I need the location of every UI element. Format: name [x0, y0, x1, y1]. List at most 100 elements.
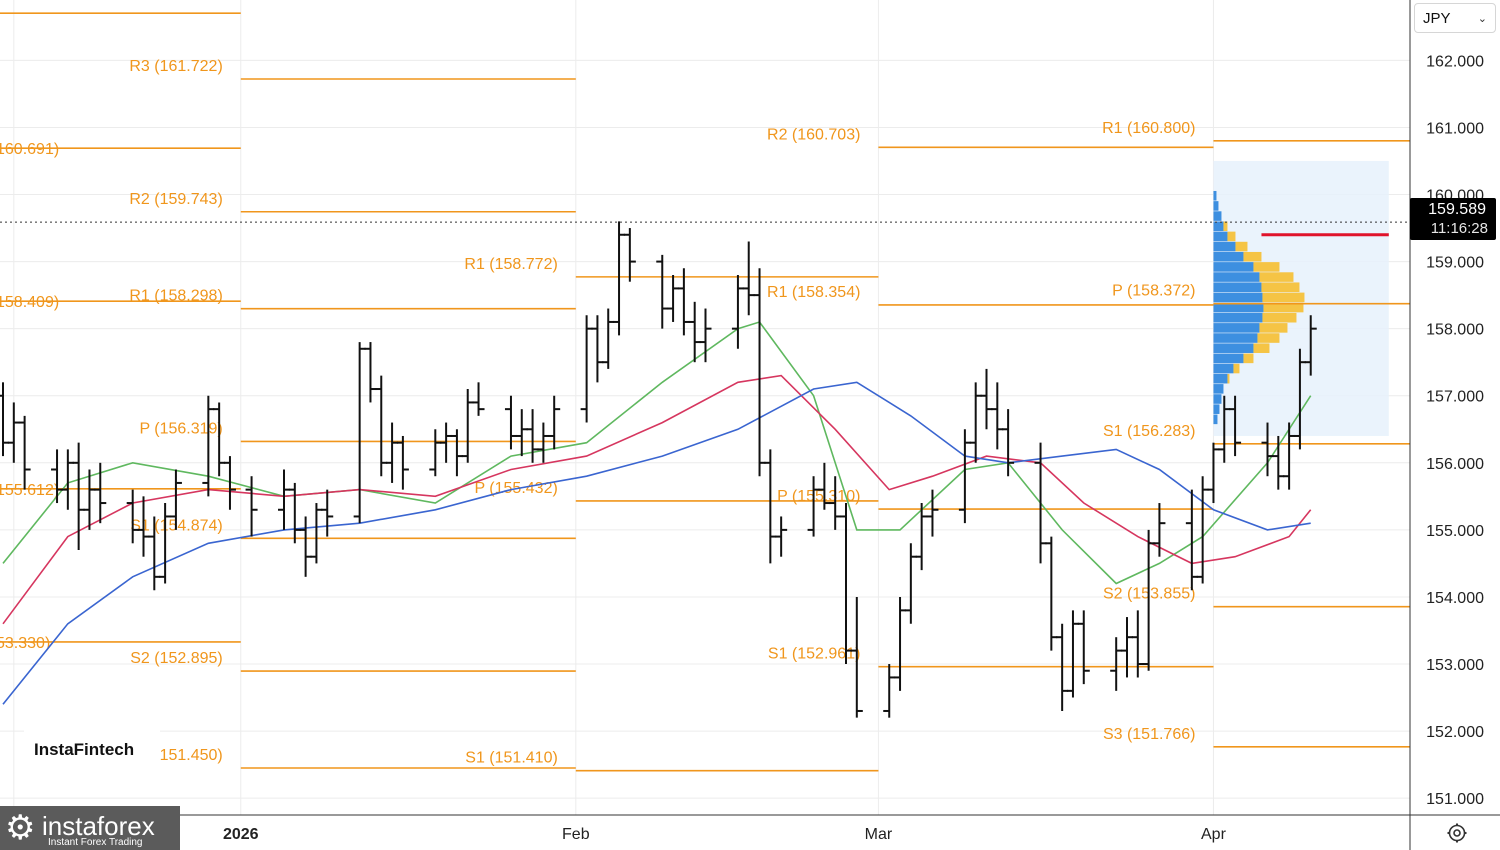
- ohlc-bar: [245, 476, 258, 537]
- ohlc-bar: [623, 228, 636, 282]
- ohlc-bar: [396, 435, 409, 490]
- ohlc-bar: [548, 395, 561, 450]
- ohlc-bar: [61, 449, 74, 510]
- price-tick-label: 154.000: [1426, 590, 1484, 607]
- volume-bar-sell: [1243, 251, 1262, 262]
- volume-bar-sell: [1253, 262, 1280, 272]
- ohlc-bar: [288, 482, 301, 544]
- ohlc-bar: [904, 543, 917, 624]
- ohlc-bar: [429, 429, 442, 477]
- ohlc-bar: [667, 275, 680, 322]
- time-tick-label: 2026: [223, 826, 259, 843]
- ohlc-bar: [742, 241, 755, 316]
- watermark-name: instaforex: [42, 811, 155, 841]
- price-tick-label: 151.000: [1426, 791, 1484, 808]
- ohlc-bar: [375, 375, 388, 477]
- pivot-label: P (156.319): [139, 420, 222, 437]
- pivot-label-edge: 155.612): [0, 482, 59, 499]
- volume-bar-sell: [1261, 282, 1300, 293]
- price-tick-label: 159.000: [1426, 255, 1484, 272]
- volume-bar-sell: [1227, 231, 1236, 242]
- volume-bar-buy: [1213, 231, 1228, 242]
- volume-bar-sell: [1223, 221, 1228, 232]
- pivot-label: R1 (158.298): [129, 288, 222, 305]
- grid: [0, 0, 1410, 815]
- last-price-badge: 159.589 11:16:28: [1410, 198, 1496, 240]
- ohlc-bar: [353, 342, 366, 524]
- moving-average-line: [2, 381, 1311, 705]
- ohlc-bar: [775, 516, 788, 557]
- ohlc-bar: [602, 308, 615, 369]
- ohlc-bar: [202, 395, 215, 497]
- pivot-label: R1 (158.772): [464, 256, 557, 273]
- price-tick-label: 155.000: [1426, 523, 1484, 540]
- ohlc-bar: [753, 268, 766, 477]
- ohlc-bar: [223, 456, 236, 510]
- volume-bar-buy: [1213, 323, 1260, 333]
- ohlc-bar: [1077, 610, 1090, 685]
- pivot-label: S2 (152.895): [130, 650, 223, 667]
- pivot-label: R1 (160.800): [1102, 120, 1195, 137]
- price-tick-label: 162.000: [1426, 53, 1484, 70]
- volume-bar-buy: [1213, 333, 1258, 343]
- price-tick-label: 157.000: [1426, 389, 1484, 406]
- volume-bar-buy: [1213, 404, 1220, 414]
- ohlc-bar: [980, 368, 993, 430]
- volume-bar-buy: [1213, 292, 1263, 303]
- ohlc-bar: [883, 664, 896, 718]
- volume-bar-buy: [1213, 282, 1262, 293]
- volume-bar-buy: [1213, 190, 1217, 201]
- ohlc-bar: [840, 503, 852, 665]
- volume-bar-sell: [1262, 312, 1297, 323]
- pivot-label-edge: 158.409): [0, 294, 59, 311]
- ohlc-bar: [1121, 617, 1133, 678]
- ohlc-bar: [310, 503, 323, 564]
- volume-bar-buy: [1213, 302, 1264, 313]
- bar-countdown: 11:16:28: [1430, 220, 1488, 237]
- ohlc-bar: [580, 315, 593, 423]
- moving-average-line: [2, 374, 1312, 625]
- volume-bar-sell: [1253, 343, 1270, 353]
- pivot-label: R3 (161.722): [129, 58, 222, 75]
- time-axis-ticks: 2026 Feb Mar Apr: [223, 826, 1227, 843]
- volume-bar-buy: [1213, 241, 1236, 252]
- price-axis-ticks: 162.000161.000160.000159.000158.000157.0…: [1426, 53, 1484, 808]
- moving-average-line: [2, 321, 1312, 585]
- volume-bar-buy: [1213, 201, 1219, 211]
- volume-bar-buy: [1213, 343, 1254, 353]
- ohlc-bar: [526, 409, 539, 463]
- chart-logo: InstaFintech: [34, 740, 135, 759]
- price-tick-label: 156.000: [1426, 456, 1484, 473]
- ohlc-bar: [7, 402, 20, 463]
- volume-bar-buy: [1213, 353, 1244, 364]
- pivot-label: P (158.372): [1112, 283, 1195, 300]
- volume-bar-sell: [1263, 302, 1304, 313]
- ohlc-bar: [0, 382, 9, 457]
- currency-selector-value: JPY: [1423, 9, 1451, 27]
- moving-averages: [2, 321, 1312, 705]
- pivot-label-edge: 53.330): [0, 635, 50, 652]
- ohlc-bar: [677, 268, 690, 336]
- time-tick-label: Apr: [1201, 826, 1227, 843]
- volume-bar-buy: [1213, 394, 1222, 404]
- volume-bar-sell: [1233, 363, 1240, 374]
- ohlc-bar: [688, 301, 701, 363]
- ohlc-bar: [1066, 610, 1079, 698]
- settings-gear-icon[interactable]: [1446, 822, 1468, 844]
- price-tick-label: 153.000: [1426, 657, 1484, 674]
- volume-bar-buy: [1213, 373, 1228, 384]
- ohlc-bar: [969, 382, 982, 463]
- ohlc-bar: [850, 596, 863, 718]
- ohlc-bar: [591, 315, 604, 383]
- pivot-label: S1 (151.410): [465, 750, 558, 767]
- pivot-label: S3 (151.766): [1103, 726, 1196, 743]
- currency-selector[interactable]: JPY ⌄: [1414, 3, 1496, 33]
- pivot-levels: R2 (162.704)R3 (161.722)R2 (159.743)R1 (…: [0, 12, 1410, 772]
- price-tick-label: 161.000: [1426, 120, 1484, 137]
- volume-bar-sell: [1227, 373, 1230, 384]
- ohlc-bar: [731, 275, 744, 349]
- ohlc-bar: [613, 221, 626, 336]
- volume-bar-sell: [1257, 333, 1280, 343]
- ohlc-bar: [1229, 395, 1242, 457]
